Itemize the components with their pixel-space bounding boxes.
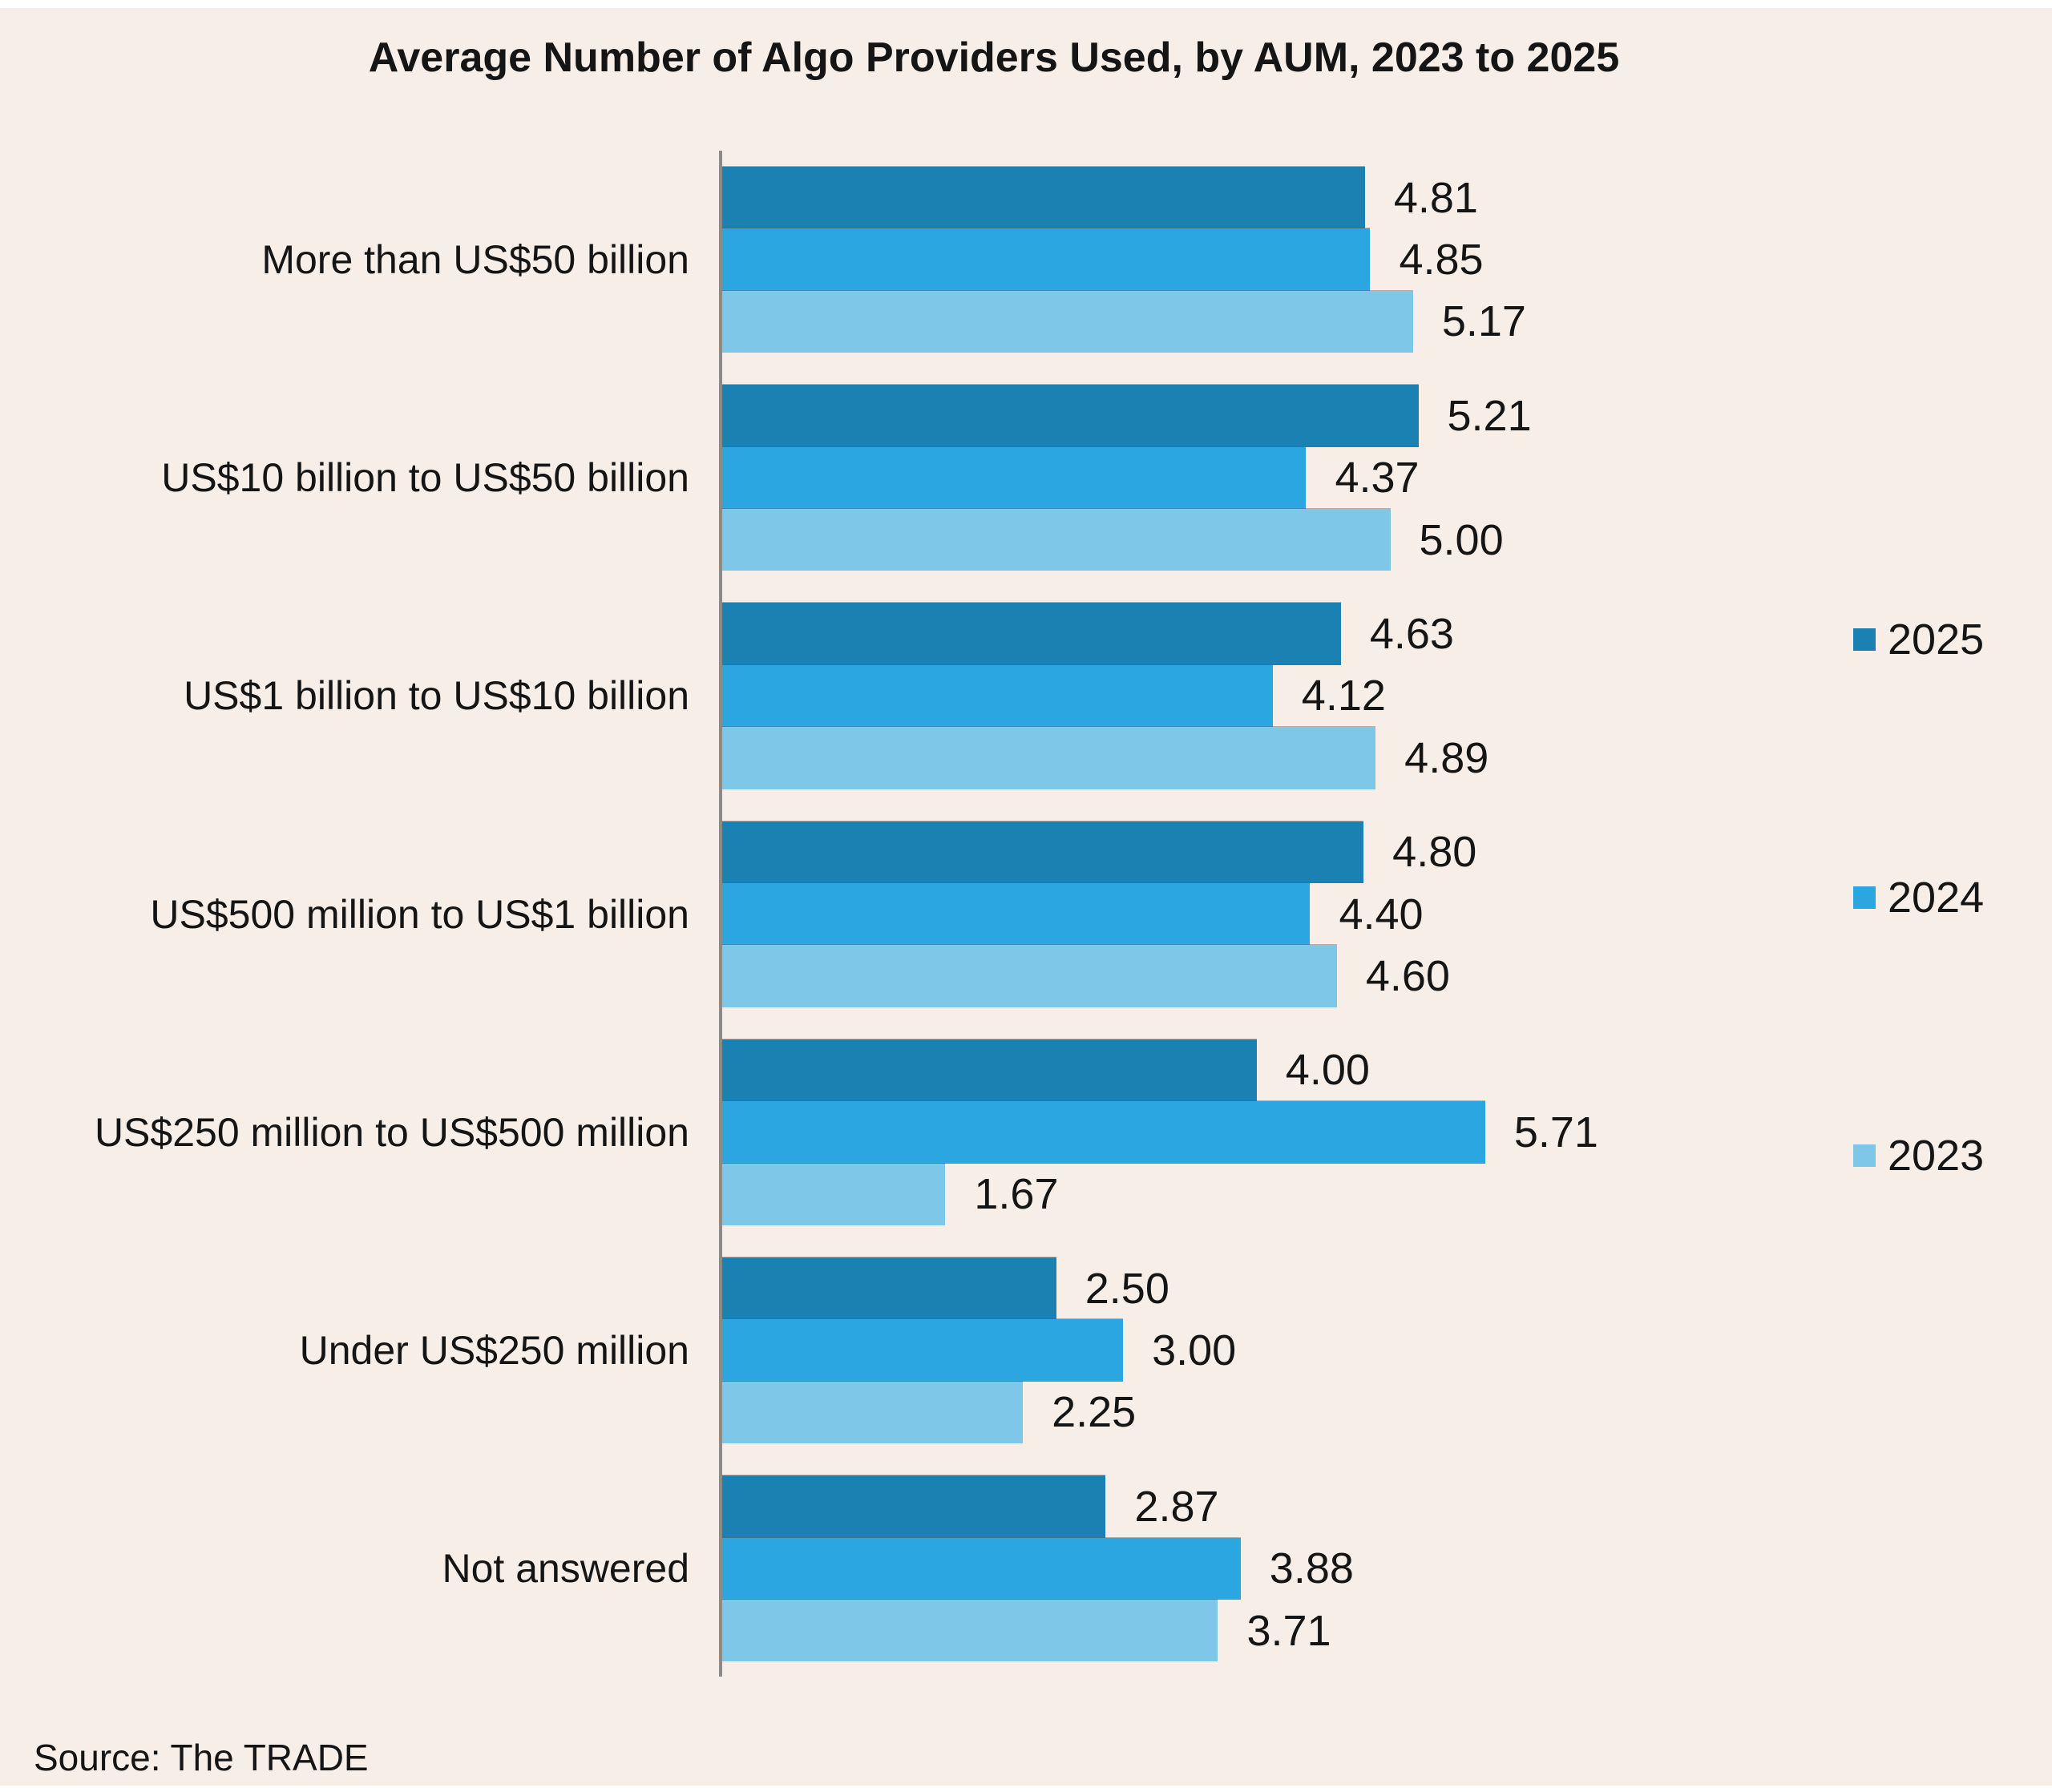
category-label: US$250 million to US$500 million — [94, 1109, 689, 1155]
bar-2025 — [722, 821, 1364, 883]
bar-2023 — [722, 727, 1376, 789]
bar-2024 — [722, 446, 1307, 509]
category-label: More than US$50 billion — [261, 237, 689, 283]
source-note: Source: The TRADE — [34, 1737, 369, 1778]
bar-2025 — [722, 1039, 1257, 1102]
bar-2024 — [722, 883, 1311, 946]
legend-label-2023: 2023 — [1888, 1132, 1985, 1180]
value-label: 2.87 — [1134, 1482, 1219, 1531]
value-label: 5.17 — [1441, 297, 1526, 346]
legend-item-2025: 2025 — [1853, 617, 1984, 662]
bar-2024 — [722, 1101, 1485, 1164]
value-label: 4.89 — [1404, 733, 1489, 782]
legend-item-2024: 2024 — [1853, 875, 1984, 920]
value-label: 4.85 — [1399, 236, 1484, 285]
legend-swatch-2023 — [1853, 1144, 1876, 1167]
bar-2025 — [722, 1257, 1056, 1320]
bar-2023 — [722, 509, 1391, 571]
y-axis-line — [719, 151, 722, 1677]
value-label: 4.37 — [1335, 454, 1420, 502]
value-label: 4.12 — [1301, 672, 1386, 720]
value-label: 3.00 — [1152, 1326, 1237, 1375]
bar-2024 — [722, 664, 1273, 728]
bar-2025 — [722, 603, 1341, 665]
category-label: Not answered — [442, 1546, 690, 1592]
value-label: 5.00 — [1419, 515, 1504, 564]
bar-2025 — [722, 1475, 1106, 1538]
bar-2024 — [722, 1537, 1241, 1600]
value-label: 4.81 — [1393, 173, 1478, 222]
value-label: 3.88 — [1269, 1544, 1354, 1593]
bar-2024 — [722, 1319, 1124, 1382]
value-label: 4.40 — [1339, 890, 1424, 938]
bar-2025 — [722, 167, 1365, 229]
legend-label-2024: 2024 — [1888, 874, 1985, 922]
bar-2025 — [722, 385, 1419, 447]
legend-label-2025: 2025 — [1888, 615, 1985, 664]
category-label: Under US$250 million — [299, 1328, 689, 1374]
value-label: 4.63 — [1369, 610, 1454, 659]
bar-2024 — [722, 228, 1371, 291]
category-label: US$10 billion to US$50 billion — [161, 455, 689, 501]
value-label: 5.71 — [1513, 1108, 1598, 1156]
legend-item-2023: 2023 — [1853, 1133, 1984, 1178]
value-label: 4.00 — [1285, 1046, 1370, 1095]
value-label: 4.60 — [1365, 952, 1450, 1001]
value-label: 2.25 — [1052, 1388, 1137, 1437]
category-label: US$500 million to US$1 billion — [150, 891, 689, 937]
legend-swatch-2024 — [1853, 886, 1876, 909]
value-label: 2.50 — [1085, 1264, 1169, 1313]
category-label: US$1 billion to US$10 billion — [184, 673, 689, 719]
bar-2023 — [722, 1381, 1024, 1444]
value-label: 3.71 — [1246, 1606, 1331, 1655]
value-label: 1.67 — [974, 1170, 1059, 1219]
value-label: 4.80 — [1392, 828, 1477, 877]
legend: 2025 2024 2023 — [1853, 617, 1984, 1178]
legend-swatch-2025 — [1853, 628, 1876, 651]
bar-2023 — [722, 1600, 1218, 1662]
bar-2023 — [722, 1163, 946, 1225]
value-label: 5.21 — [1447, 391, 1532, 440]
bar-2023 — [722, 945, 1337, 1007]
chart-title: Average Number of Algo Providers Used, b… — [368, 34, 1620, 81]
bar-2023 — [722, 290, 1413, 353]
